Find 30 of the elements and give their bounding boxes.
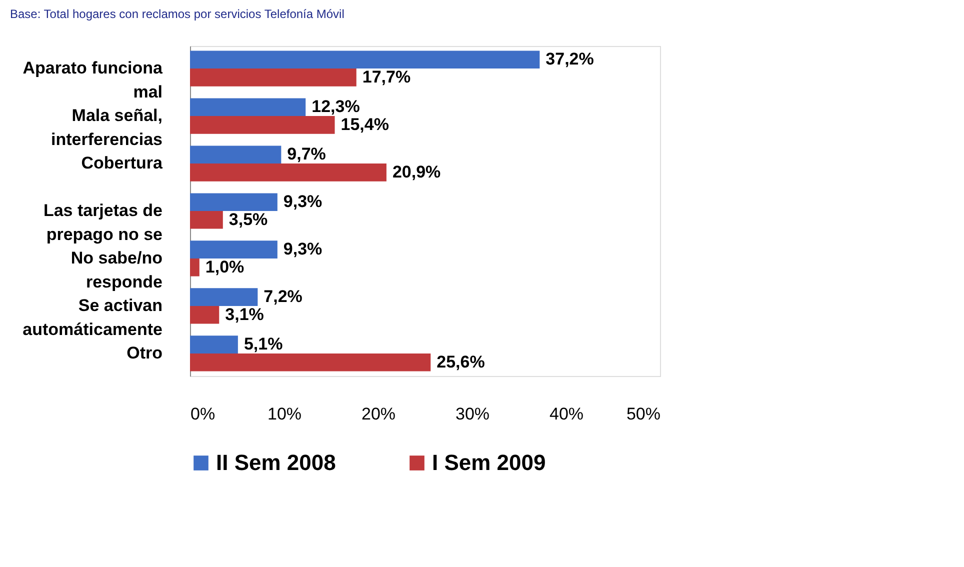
y-tick-label: Otro xyxy=(126,343,162,362)
chart-title: Base: Total hogares con reclamos por servicios Telefonía Móvil xyxy=(10,7,344,21)
data-label: 9,3% xyxy=(283,192,322,212)
x-tick-label: 0% xyxy=(190,404,216,424)
legend-label: II Sem 2008 xyxy=(216,450,336,475)
data-label: 5,1% xyxy=(244,334,283,354)
data-label: 3,5% xyxy=(228,210,268,229)
data-label: 17,7% xyxy=(362,67,411,86)
data-label: 37,2% xyxy=(546,50,594,69)
data-label: 9,3% xyxy=(283,240,322,259)
y-tick-label: No sabe/no responde xyxy=(70,248,162,292)
data-label: 1,0% xyxy=(205,257,244,276)
data-label: 15,4% xyxy=(340,114,389,134)
data-label: 9,7% xyxy=(287,144,326,164)
data-label: 12,3% xyxy=(312,97,360,116)
x-tick-label: 10% xyxy=(267,404,302,424)
x-tick-label: 50% xyxy=(626,404,660,424)
data-label: 7,2% xyxy=(264,287,302,306)
data-label: 3,1% xyxy=(225,304,264,324)
y-tick-label: Las tarjetas de prepago no se xyxy=(43,201,162,244)
x-tick-label: 20% xyxy=(361,404,396,424)
legend-label: I Sem 2009 xyxy=(432,450,546,475)
data-label: 20,9% xyxy=(392,162,441,182)
data-label: 25,6% xyxy=(436,352,485,372)
x-tick-label: 30% xyxy=(455,404,490,424)
y-tick-label: Se activan automáticamente xyxy=(22,296,162,339)
y-tick-label: Mala señal, interferencias xyxy=(51,106,162,150)
y-tick-label: Cobertura xyxy=(81,154,164,173)
x-tick-label: 40% xyxy=(549,404,584,424)
y-tick-label: Aparato funciona mal xyxy=(22,58,164,102)
